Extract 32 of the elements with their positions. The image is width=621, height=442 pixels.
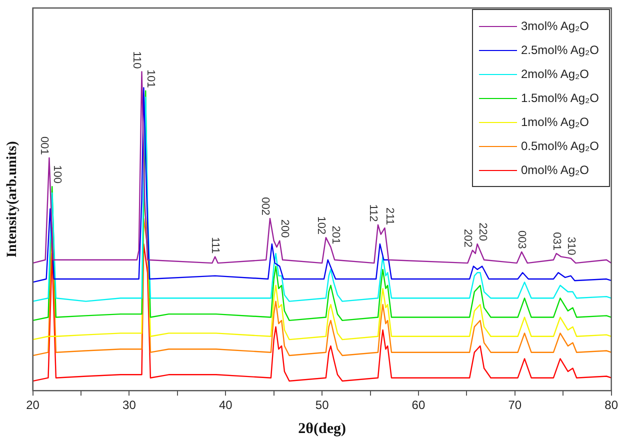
x-tick-label: 80 bbox=[604, 398, 618, 412]
x-tick-label: 20 bbox=[26, 398, 40, 412]
legend-label: 1mol% Ag₂O bbox=[520, 115, 589, 129]
x-tick-label: 60 bbox=[412, 398, 426, 412]
legend-label: 2mol% Ag₂O bbox=[520, 67, 589, 81]
annotation: 310 bbox=[564, 236, 577, 256]
x-tick-label: 30 bbox=[122, 398, 136, 412]
annotation: 002 bbox=[258, 197, 271, 216]
annotation: 100 bbox=[51, 165, 64, 184]
annotation: 220 bbox=[476, 222, 488, 241]
annotation: 001 bbox=[38, 136, 50, 155]
annotation: 102 bbox=[314, 216, 327, 235]
legend-label: 2.5mol% Ag₂O bbox=[520, 43, 599, 57]
x-axis-title: 2θ(deg) bbox=[298, 420, 346, 437]
annotation: 201 bbox=[330, 226, 342, 244]
legend-label: 1.5mol% Ag₂O bbox=[520, 91, 599, 105]
annotation: 112 bbox=[366, 204, 379, 222]
annotation: 211 bbox=[384, 207, 396, 225]
legend-label: 0.5mol% Ag₂O bbox=[520, 139, 599, 153]
annotation: 110 bbox=[130, 51, 143, 69]
annotation: 111 bbox=[209, 236, 222, 254]
x-tick-label: 70 bbox=[508, 398, 522, 412]
x-tick-label: 50 bbox=[315, 398, 330, 412]
annotation: 101 bbox=[144, 70, 157, 88]
x-tick-label: 40 bbox=[218, 398, 233, 412]
y-axis-title: Intensity(arb.units) bbox=[5, 140, 20, 258]
legend-label: 3mol% Ag₂O bbox=[520, 19, 589, 33]
annotation: 202 bbox=[461, 228, 474, 248]
annotation: 031 bbox=[550, 232, 562, 250]
legend-label: 0mol% Ag₂O bbox=[520, 163, 589, 177]
annotation: 200 bbox=[278, 219, 291, 238]
annotation: 003 bbox=[516, 230, 528, 249]
